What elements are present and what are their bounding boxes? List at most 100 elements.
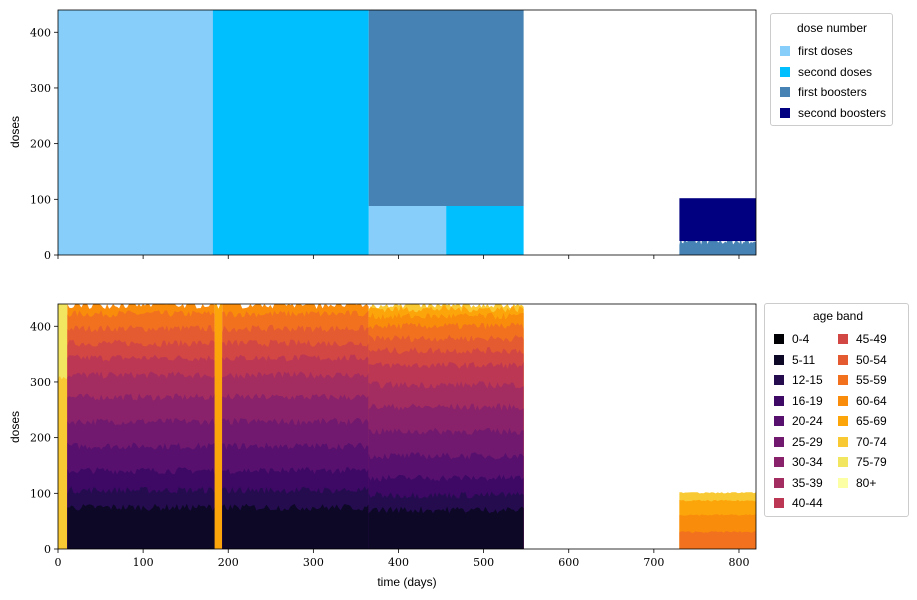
bottom-x-tick-label: 500 xyxy=(473,556,494,569)
legend-entry: first doses xyxy=(780,41,884,62)
legend-swatch xyxy=(838,375,848,386)
legend-label: 5-11 xyxy=(792,352,816,367)
legend-label: 80+ xyxy=(856,475,877,490)
legend-swatch xyxy=(780,87,790,98)
legend-label: second boosters xyxy=(798,105,887,120)
bottom-y-tick-label: 100 xyxy=(30,487,51,500)
legend-entry: 30-34 xyxy=(774,452,838,473)
legend-swatch xyxy=(774,416,784,427)
bottom-y-tick-label: 300 xyxy=(30,376,51,389)
legend-entry: 5-11 xyxy=(774,350,838,371)
dose-number-legend-title: dose number xyxy=(796,21,868,35)
legend-entry: 80+ xyxy=(838,473,902,494)
legend-entry: second boosters xyxy=(780,103,887,124)
area-second-boosters xyxy=(679,198,756,242)
legend-entry: 40-44 xyxy=(774,493,838,514)
legend-label: 75-79 xyxy=(856,455,887,470)
legend-entry: 55-59 xyxy=(838,370,902,391)
legend-swatch xyxy=(774,354,784,365)
bottom-axes: 0 100 200 300 400 500 600 700 800 0 100 200 300 400 xyxy=(30,303,757,569)
legend-swatch xyxy=(774,436,784,447)
legend-swatch xyxy=(838,457,848,468)
legend-swatch xyxy=(774,498,784,509)
legend-swatch xyxy=(838,416,848,427)
legend-label: 65-69 xyxy=(856,414,887,429)
area-second-doses xyxy=(212,10,369,255)
bottom-x-tick-label: 300 xyxy=(303,556,324,569)
dose-number-legend: dose number first doses second doses first… xyxy=(770,13,893,126)
area-first-doses xyxy=(368,206,447,255)
legend-entry: 0-4 xyxy=(774,329,838,350)
legend-entry: second doses xyxy=(780,62,884,83)
bottom-x-tick-label: 800 xyxy=(728,556,749,569)
bottom-axes-frame xyxy=(57,303,757,550)
legend-swatch xyxy=(838,436,848,447)
age-band-legend: age band 0-4 5-11 12-15 16-19 20-24 25-29 30-3… xyxy=(764,303,909,517)
top-y-axis-label: doses xyxy=(8,116,22,148)
plot-area xyxy=(58,304,756,549)
top-y-tick-label: 0 xyxy=(44,249,51,262)
age-band-area-55-59 xyxy=(679,531,756,549)
area-first-boosters xyxy=(368,10,524,206)
bottom-y-axis-label: doses xyxy=(8,411,22,443)
legend-label: 40-44 xyxy=(792,496,823,511)
legend-label: 0-4 xyxy=(792,332,810,347)
legend-entry: 50-54 xyxy=(838,350,902,371)
legend-swatch xyxy=(774,334,784,345)
bottom-y-tick-label: 0 xyxy=(44,543,51,556)
area-first-boosters xyxy=(679,237,756,255)
legend-label: 30-34 xyxy=(792,455,823,470)
top-y-tick-label: 400 xyxy=(30,26,51,39)
top-y-tick-label: 200 xyxy=(30,138,51,151)
legend-swatch xyxy=(774,375,784,386)
legend-swatch xyxy=(838,334,848,345)
bottom-x-axis-label: time (days) xyxy=(377,575,436,589)
legend-swatch xyxy=(780,107,790,118)
area-first-doses xyxy=(58,10,215,255)
bottom-x-tick-label: 200 xyxy=(218,556,239,569)
age-band-area-5-11 xyxy=(368,506,524,549)
legend-label: 12-15 xyxy=(792,373,823,388)
legend-label: 50-54 xyxy=(856,352,887,367)
top-axes: 0 100 200 300 400 xyxy=(30,9,757,262)
legend-swatch xyxy=(838,395,848,406)
bottom-y-tick-label: 400 xyxy=(30,320,51,333)
bottom-x-tick-label: 100 xyxy=(133,556,154,569)
legend-label: 35-39 xyxy=(792,475,823,490)
legend-swatch xyxy=(838,477,848,488)
legend-swatch xyxy=(774,477,784,488)
age-band-area-5-11 xyxy=(67,503,215,549)
age-band-legend-title: age band xyxy=(812,309,864,323)
legend-entry: 60-64 xyxy=(838,391,902,412)
plot-area xyxy=(58,10,756,255)
legend-entry: first boosters xyxy=(780,82,884,103)
legend-entry: 65-69 xyxy=(838,411,902,432)
legend-label: first boosters xyxy=(798,85,867,100)
top-y-tick-label: 300 xyxy=(30,82,51,95)
age-band-area-5-11 xyxy=(222,503,369,549)
legend-entry: 75-79 xyxy=(838,452,902,473)
legend-entry: 25-29 xyxy=(774,432,838,453)
legend-swatch xyxy=(780,46,790,57)
legend-label: 55-59 xyxy=(856,373,887,388)
top-y-tick-label: 100 xyxy=(30,193,51,206)
bottom-x-tick-label: 400 xyxy=(388,556,409,569)
legend-entry: 16-19 xyxy=(774,391,838,412)
bottom-x-tick-label: 600 xyxy=(558,556,579,569)
top-axes-frame xyxy=(57,9,757,256)
legend-entry: 20-24 xyxy=(774,411,838,432)
legend-swatch xyxy=(780,66,790,77)
legend-label: 60-64 xyxy=(856,393,887,408)
age-band-area-70-74 xyxy=(58,375,68,549)
age-band-area-65-69 xyxy=(214,304,223,549)
legend-entry: 70-74 xyxy=(838,432,902,453)
legend-entry: 12-15 xyxy=(774,370,838,391)
legend-swatch xyxy=(774,457,784,468)
bottom-x-tick-label: 0 xyxy=(55,556,62,569)
bottom-y-tick-label: 200 xyxy=(30,432,51,445)
legend-label: second doses xyxy=(798,64,873,79)
legend-label: first doses xyxy=(798,44,853,59)
legend-entry: 35-39 xyxy=(774,473,838,494)
legend-swatch xyxy=(838,354,848,365)
